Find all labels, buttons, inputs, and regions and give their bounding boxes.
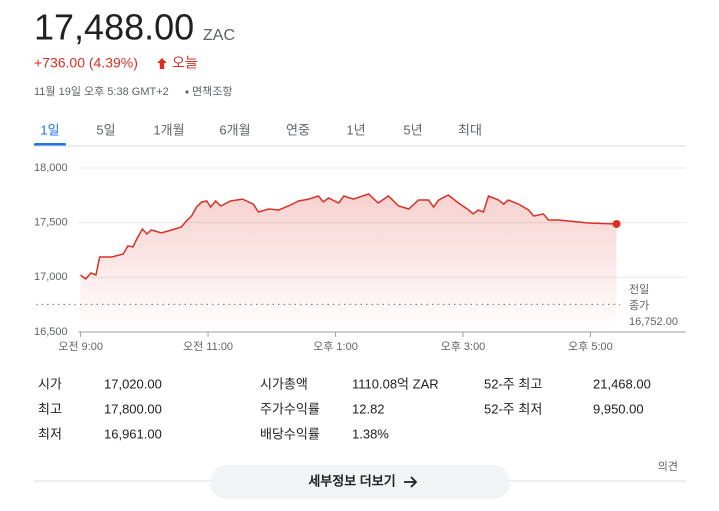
y-tick-label: 18,000 — [34, 162, 68, 174]
period: 오늘 — [172, 55, 198, 71]
x-tick-label: 오후 5:00 — [568, 340, 613, 353]
change: +736.00 (4.39%) — [34, 55, 138, 71]
previous-close-title: 종가 — [629, 299, 649, 312]
price-line — [80, 193, 617, 281]
last-point — [612, 219, 621, 228]
stat-label: 시가총액 — [260, 376, 308, 391]
stat-label: 최고 — [38, 401, 62, 416]
range-tab[interactable]: 1일 — [40, 122, 59, 137]
stat-value: 17,800.00 — [104, 401, 162, 416]
y-tick-label: 17,000 — [34, 271, 68, 283]
price: 17,488.00 — [34, 7, 194, 48]
active-tab-indicator — [34, 143, 66, 146]
y-tick-label: 17,500 — [34, 217, 68, 229]
arrow-icon[interactable] — [404, 476, 418, 488]
stat-label: 52-주 최저 — [484, 401, 542, 416]
range-tab[interactable]: 5년 — [403, 122, 422, 137]
stats-table: 시가 17,020.00 최고 17,800.00 최저 16,961.00 시가총액 111… — [38, 376, 651, 441]
x-tick-label: 오후 3:00 — [441, 340, 486, 353]
range-tab[interactable]: 1개월 — [153, 122, 184, 137]
range-tab[interactable]: 연중 — [286, 122, 310, 137]
timestamp: 11월 19일 오후 5:38 GMT+2 — [34, 84, 169, 98]
more-button-bg[interactable] — [210, 465, 510, 499]
stat-label: 배당수익률 — [260, 426, 320, 441]
range-tabs: 1일 5일 1개월 6개월 연중 1년 5년 최대 — [34, 122, 482, 146]
range-tab[interactable]: 최대 — [458, 122, 482, 137]
feedback-link[interactable]: 의견 — [658, 460, 678, 473]
currency: ZAC — [203, 27, 235, 44]
range-tab[interactable]: 6개월 — [219, 122, 250, 137]
previous-close-title: 전일 — [629, 282, 649, 296]
separator-dot — [185, 90, 189, 94]
price-chart: 16,500 17,000 17,500 18,000 오전 9:00 오전 11:00 오… — [34, 162, 686, 353]
disclaimer[interactable]: 면책조항 — [192, 85, 232, 98]
more-button[interactable]: 세부정보 더보기 — [210, 465, 510, 499]
stat-label: 52-주 최고 — [484, 376, 542, 391]
stat-value: 9,950.00 — [593, 401, 644, 416]
x-tick-label: 오전 9:00 — [58, 340, 103, 353]
x-tick-label: 오전 11:00 — [183, 340, 233, 353]
stat-label: 주가수익률 — [260, 401, 320, 416]
stat-value: 16,961.00 — [104, 426, 162, 441]
more-button-label[interactable]: 세부정보 더보기 — [308, 473, 395, 488]
up-arrow-icon — [157, 58, 167, 69]
stat-value: 21,468.00 — [593, 376, 651, 391]
y-tick-label: 16,500 — [34, 326, 68, 338]
stat-label: 시가 — [38, 376, 62, 391]
stat-value: 1110.08억 ZAR — [352, 376, 439, 391]
stat-value: 17,020.00 — [104, 376, 162, 391]
stat-value: 1.38% — [352, 426, 389, 441]
area-fill — [80, 194, 617, 332]
x-tick-label: 오후 1:00 — [313, 340, 358, 353]
stat-value: 12.82 — [352, 401, 385, 416]
range-tab[interactable]: 5일 — [96, 122, 115, 137]
stat-label: 최저 — [38, 426, 62, 441]
range-tab[interactable]: 1년 — [346, 122, 365, 137]
previous-close-label: 16,752.00 — [629, 316, 678, 328]
